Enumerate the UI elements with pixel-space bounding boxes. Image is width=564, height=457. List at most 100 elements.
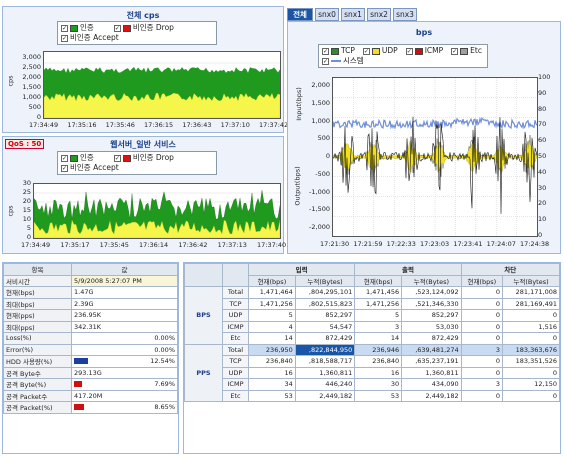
legend-udp-checkbox[interactable]: ✓ [362,47,370,55]
summary-value: 7.69% [154,380,175,389]
summary-key: Error(%) [3,343,72,356]
summary-bar-wrap: 12.54% [74,357,175,365]
traffic-cell: 5 [354,309,403,322]
bps-left-ytick: -1,000 [309,187,330,196]
traffic-cell: 14 [248,332,296,345]
traffic-cell: 1,471,464 [248,286,296,299]
bps-xtick: 17:24:38 [520,240,550,248]
traffic-row: TCP 1,471,256,802,515,823 1,471,256,521,34… [185,297,560,310]
summary-bar [74,358,88,365]
traffic-cell: 0 [502,332,560,345]
legend-drop-checkbox-2[interactable]: ✓ [113,154,121,162]
legend-auth-checkbox[interactable]: ✓ [61,24,68,32]
traffic-cell: 1,516 [502,320,560,333]
legend-drop-swatch-2 [122,154,131,162]
cps-web-ytick: 10 [22,215,31,223]
cps-total-ytick: 500 [28,103,41,111]
traffic-cell: 1,471,256 [248,297,296,310]
cps-web-legend: ✓ 인증 ✓ 비인증 Drop ✓ 비인증 Accept [57,151,217,175]
legend-drop-swatch [122,24,131,32]
cps-web-ytick: 25 [22,188,31,196]
legend-icmp-label: ICMP [424,46,444,55]
traffic-row: PPS Total 236,950,822,844,950 236,946,639,4… [184,343,560,402]
bps-xtick: 17:23:41 [453,240,483,248]
cps-web-xtick: 17:37:13 [217,241,247,249]
summary-row: HDD 사용량(%) 12.54% [3,355,178,368]
tab-snx3[interactable]: snx3 [393,8,417,21]
bps-ylabel-bottom: Output(bps) [293,166,302,206]
summary-bar-track [74,335,114,341]
bps-left-ytick: -1,500 [309,205,330,214]
summary-key: 최대(pps) [3,320,72,333]
summary-value-cell: 5/9/2008 5:27:07 PM [71,274,178,287]
cps-web-graph [33,190,281,239]
summary-value: 0.00% [154,334,175,343]
summary-value-cell: 236.95K [71,309,178,322]
summary-value-cell: 2.39G [71,297,178,310]
legend-tcp-checkbox[interactable]: ✓ [322,47,329,55]
legend-accept-checkbox-2[interactable]: ✓ [61,164,68,172]
bps-xtick: 17:24:07 [486,240,516,248]
bps-legend: ✓ TCP ✓ UDP ✓ ICMP ✓ Etc ✓ 시스템 [318,44,488,68]
traffic-cell: 852,297 [294,309,356,322]
summary-key: 현재(pps) [3,309,72,322]
cps-web-ytick: 5 [26,224,31,232]
bps-title: bps [415,28,433,37]
traffic-row-label: Etc [222,332,249,345]
cps-total-xtick: 17:37:42 [259,121,289,129]
tab-snx2[interactable]: snx2 [367,8,391,21]
cps-total-graph [43,62,281,119]
cps-web-ytick: 30 [22,179,31,187]
bps-left-ytick: 1,500 [311,98,330,107]
traffic-row: Etc 14 872,429 14 872,429 0 0 [185,332,560,345]
traffic-cell: 0 [460,332,504,345]
cps-total-ylabel: cps [6,75,15,87]
cps-web-panel: QoS : 50 웹서버_일반 서비스 ✓ 인증 ✓ 비인증 Drop ✓ 비인… [2,136,287,254]
summary-key: 공격 Packet수 [3,389,72,402]
tab-snx0[interactable]: snx0 [315,8,339,21]
cps-web-title: 웹서버_일반 서비스 [110,140,176,149]
traffic-cell: 281,169,491 [502,297,560,310]
legend-icmp-checkbox[interactable]: ✓ [405,47,413,55]
interface-tabs: 전체 snx0 snx1 snx2 snx3 [287,8,447,21]
traffic-row-label: ICMP [222,378,249,391]
summary-bar-wrap: 0.00% [74,334,175,342]
cps-web-xtick: 17:37:40 [257,241,287,249]
traffic-header-blank-2 [222,263,249,287]
traffic-cell: 0 [502,366,560,379]
traffic-row-label: TCP [222,355,249,368]
traffic-cell: 4 [248,320,296,333]
traffic-cell: ,639,481,274 [401,343,462,356]
traffic-cell: 54,547 [294,320,356,333]
bps-left-ytick: -500 [315,169,330,178]
tab-snx1[interactable]: snx1 [341,8,365,21]
summary-row: 현재(pps) 236.95K [3,309,178,322]
traffic-row: Etc 53 2,449,182 53 2,449,182 0 0 [185,389,560,402]
legend-etc-checkbox[interactable]: ✓ [451,47,459,55]
legend-system-label: 시스템 [343,56,364,65]
cps-web-xtick: 17:34:49 [21,241,51,249]
legend-auth-swatch [70,24,78,32]
cps-total-xtick: 17:35:46 [105,121,135,129]
traffic-row-label: UDP [222,366,249,379]
cps-total-ytick: 0 [36,113,41,121]
traffic-cell: ,523,124,092 [401,286,462,299]
traffic-cell: 236,950 [248,343,296,356]
traffic-row: TCP 236,840,818,588,717 236,840,635,237,19… [185,355,560,368]
traffic-cell: 446,240 [294,378,356,391]
traffic-group-label: PPS [184,343,223,402]
traffic-cell: 236,840 [248,355,296,368]
summary-row: Error(%) 0.00% [3,343,178,356]
summary-row: 현재(bps) 1.47G [3,286,178,299]
legend-auth-checkbox-2[interactable]: ✓ [61,154,68,162]
legend-drop-checkbox[interactable]: ✓ [113,24,121,32]
tab-all[interactable]: 전체 [287,8,313,21]
summary-value-cell: 342.31K [71,320,178,333]
bps-left-ytick: 500 [317,134,330,143]
legend-system-checkbox[interactable]: ✓ [322,57,329,65]
legend-accept-checkbox[interactable]: ✓ [61,34,68,42]
traffic-row: BPS Total 1,471,464,804,295,101 1,471,456,5… [184,286,560,345]
traffic-cell: 12,150 [502,378,560,391]
bps-right-ytick: 80 [538,104,547,113]
summary-row: 공격 Packet(%) 8.65% [3,401,178,414]
